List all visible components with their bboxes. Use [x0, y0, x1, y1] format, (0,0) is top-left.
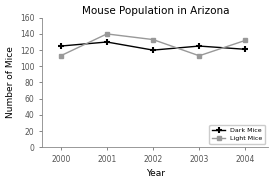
Dark Mice [152, 49, 155, 51]
Legend: Dark Mice, Light Mice: Dark Mice, Light Mice [209, 125, 265, 144]
Line: Light Mice: Light Mice [58, 31, 248, 58]
Light Mice [198, 55, 201, 57]
Light Mice [244, 39, 247, 42]
Dark Mice [244, 48, 247, 50]
Dark Mice [105, 41, 109, 43]
Light Mice [152, 38, 155, 41]
Dark Mice [59, 45, 62, 47]
Dark Mice [198, 45, 201, 47]
Light Mice [59, 55, 62, 57]
Light Mice [105, 33, 109, 35]
Y-axis label: Number of Mice: Number of Mice [5, 47, 15, 118]
Title: Mouse Population in Arizona: Mouse Population in Arizona [82, 6, 229, 16]
Line: Dark Mice: Dark Mice [57, 38, 249, 54]
X-axis label: Year: Year [146, 169, 165, 178]
